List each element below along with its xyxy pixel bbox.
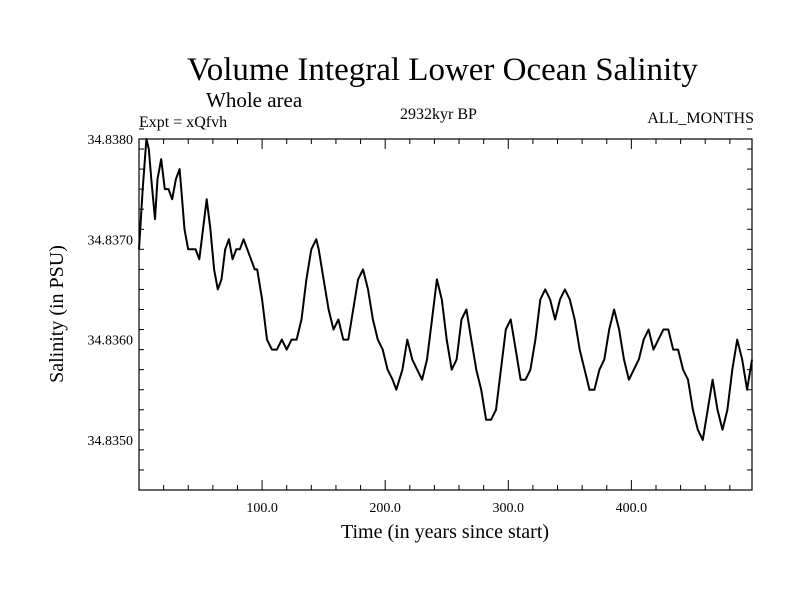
y-tick-label: 34.8360 [88, 334, 134, 349]
x-axis-label: Time (in years since start) [341, 521, 549, 543]
months-label: ALL_MONTHS [647, 110, 754, 127]
tick-labels: 100.0 200.0 300.0 400.0 34.8350 34.8360 34.837… [88, 133, 648, 516]
x-tick-label: 400.0 [616, 501, 648, 516]
period-label: 2932kyr BP [400, 106, 477, 123]
tick-marks [139, 128, 752, 491]
plot-frame [138, 138, 753, 491]
experiment-label: Expt = xQfvh [139, 114, 228, 131]
y-axis-label: Salinity (in PSU) [46, 245, 68, 383]
y-tick-label: 34.8370 [88, 233, 134, 248]
salinity-series-line [138, 138, 753, 441]
x-tick-label: 200.0 [369, 501, 401, 516]
x-tick-label: 100.0 [246, 501, 278, 516]
chart-subtitle: Whole area [206, 88, 303, 112]
y-tick-label: 34.8350 [88, 434, 134, 449]
chart-title: Volume Integral Lower Ocean Salinity [187, 52, 698, 88]
x-tick-label: 300.0 [493, 501, 525, 516]
y-tick-label: 34.8380 [88, 133, 134, 148]
